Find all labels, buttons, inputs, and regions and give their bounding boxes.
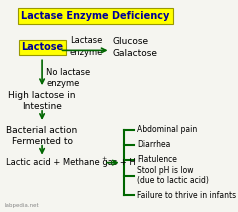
Text: Lactose: Lactose	[21, 42, 63, 52]
Text: Glucose
Galactose: Glucose Galactose	[113, 37, 158, 58]
Text: labpedia.net: labpedia.net	[5, 203, 39, 208]
Text: Lactic acid + Methane gas + H: Lactic acid + Methane gas + H	[6, 158, 136, 167]
Text: Failure to thrive in infants: Failure to thrive in infants	[137, 191, 236, 200]
Text: Stool pH is low
(due to lactic acid): Stool pH is low (due to lactic acid)	[137, 166, 209, 186]
Text: Flatulence: Flatulence	[137, 155, 177, 164]
Text: Bacterial action
Fermented to: Bacterial action Fermented to	[6, 126, 78, 146]
Text: No lactase
enzyme: No lactase enzyme	[46, 68, 90, 88]
Text: +: +	[102, 156, 107, 161]
Text: High lactose in
Intestine: High lactose in Intestine	[8, 91, 76, 111]
Text: Lactase
enzyme: Lactase enzyme	[69, 36, 103, 57]
Text: Abdominal pain: Abdominal pain	[137, 125, 197, 134]
Text: Diarrhea: Diarrhea	[137, 140, 170, 149]
Text: Lactase Enzyme Deficiency: Lactase Enzyme Deficiency	[21, 11, 170, 21]
